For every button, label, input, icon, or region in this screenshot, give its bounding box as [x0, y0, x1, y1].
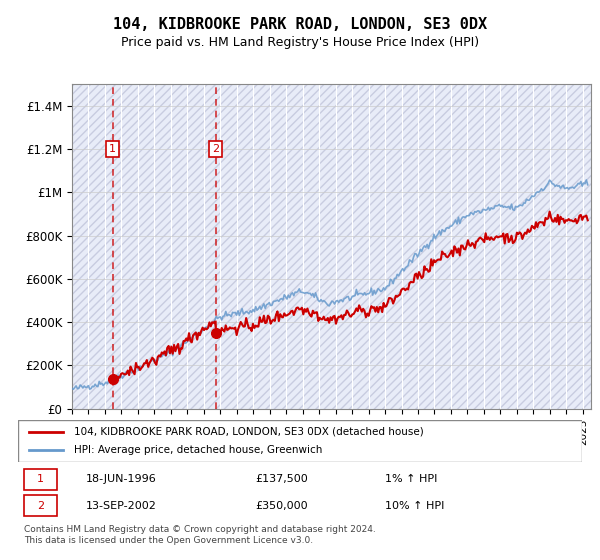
Text: HPI: Average price, detached house, Greenwich: HPI: Average price, detached house, Gree… [74, 445, 323, 455]
FancyBboxPatch shape [18, 420, 582, 462]
Text: 104, KIDBROOKE PARK ROAD, LONDON, SE3 0DX (detached house): 104, KIDBROOKE PARK ROAD, LONDON, SE3 0D… [74, 427, 424, 437]
Text: £137,500: £137,500 [255, 474, 308, 484]
Text: 104, KIDBROOKE PARK ROAD, LONDON, SE3 0DX: 104, KIDBROOKE PARK ROAD, LONDON, SE3 0D… [113, 17, 487, 32]
Text: Contains HM Land Registry data © Crown copyright and database right 2024.
This d: Contains HM Land Registry data © Crown c… [24, 525, 376, 545]
Text: 13-SEP-2002: 13-SEP-2002 [86, 501, 157, 511]
Text: 10% ↑ HPI: 10% ↑ HPI [385, 501, 444, 511]
Text: 1: 1 [37, 474, 44, 484]
Text: 1: 1 [109, 144, 116, 154]
Text: 1% ↑ HPI: 1% ↑ HPI [385, 474, 437, 484]
Text: £350,000: £350,000 [255, 501, 308, 511]
Text: Price paid vs. HM Land Registry's House Price Index (HPI): Price paid vs. HM Land Registry's House … [121, 36, 479, 49]
Text: 18-JUN-1996: 18-JUN-1996 [86, 474, 157, 484]
FancyBboxPatch shape [23, 495, 58, 516]
FancyBboxPatch shape [23, 469, 58, 490]
Text: 2: 2 [212, 144, 219, 154]
Text: 2: 2 [37, 501, 44, 511]
